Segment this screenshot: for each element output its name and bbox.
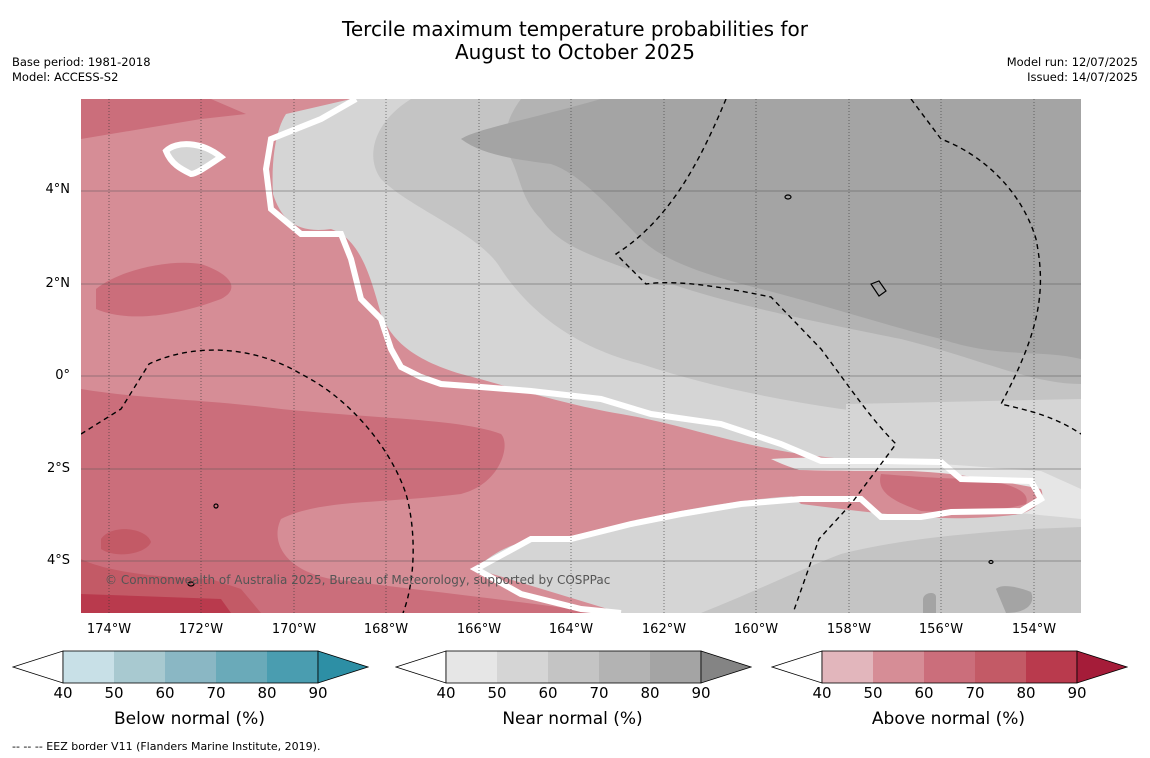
title-line-2: August to October 2025 [454,40,696,64]
region-above-60-mid [96,262,232,317]
colorbar-segment [975,651,1026,683]
colorbar-title: Near normal (%) [502,709,643,729]
region-above-60 [81,389,601,613]
meta-left: Base period: 1981-2018 Model: ACCESS-S2 [12,55,151,85]
map-title: Tercile maximum temperature probabilitie… [0,18,1150,64]
colorbar-tick-label: 40 [812,684,832,702]
colorbar [395,650,752,684]
lat-label: 4°S [46,553,70,568]
colorbar-tick-label: 70 [206,684,226,702]
colorbar-title: Above normal (%) [871,709,1026,729]
lat-label: 2°S [46,461,70,476]
colorbar-segment [446,651,497,683]
model-run: Model run: 12/07/2025 [1006,55,1138,69]
colorbar-segment [63,651,114,683]
lon-label: 174°W [86,622,132,637]
lon-label: 168°W [363,622,409,637]
colorbar-segment [267,651,318,683]
colorbar-segment [114,651,165,683]
lon-label: 170°W [271,622,317,637]
colorbar-segment [165,651,216,683]
colorbar-tick-label: 40 [436,684,456,702]
colorbar-segment [924,651,975,683]
region-near-80 [461,99,1081,359]
colorbar-tick-label: 80 [1016,684,1036,702]
colorbar-tick-label: 80 [257,684,277,702]
colorbar-over-triangle [1076,650,1128,684]
lon-label: 166°W [456,622,502,637]
lon-label: 164°W [548,622,594,637]
graticule [81,190,1081,562]
colorbar-segment [822,651,873,683]
colorbar-segment [650,651,701,683]
colorbar-tick-label: 70 [589,684,609,702]
colorbar-tick-label: 90 [691,684,711,702]
region-above-60-east [880,474,1027,513]
colorbar-over-triangle [317,650,369,684]
colorbar-tick-label: 50 [487,684,507,702]
eez-footnote: -- -- -- EEZ border V11 (Flanders Marine… [12,740,321,753]
region-near-80-south [996,586,1033,613]
lon-label: 158°W [826,622,872,637]
meta-right: Model run: 12/07/2025 Issued: 14/07/2025 [1007,55,1138,85]
lat-label: 2°N [45,276,71,291]
colorbar-tick-label: 60 [538,684,558,702]
colorbar-under-triangle [395,650,447,684]
base-period: Base period: 1981-2018 [12,55,151,69]
contour-40-boundary [262,99,1046,613]
colorbar-segment [1026,651,1077,683]
colorbar-tick-label: 60 [914,684,934,702]
copyright-notice: © Commonwealth of Australia 2025, Bureau… [105,573,610,587]
region-above-80 [81,594,231,613]
title-line-1: Tercile maximum temperature probabilitie… [342,17,808,41]
lon-label: 154°W [1011,622,1057,637]
lat-label: 4°N [45,182,71,197]
colorbar-tick-label: 80 [640,684,660,702]
colorbar-segment [599,651,650,683]
colorbar-under-triangle [771,650,823,684]
colorbar-segment [548,651,599,683]
lon-label: 160°W [733,622,779,637]
colorbar-segment [497,651,548,683]
colorbar [771,650,1128,684]
colorbar-segment [873,651,924,683]
colorbar-tick-label: 50 [863,684,883,702]
colorbar-over-triangle [700,650,752,684]
colorbar-under-triangle [12,650,64,684]
region-near-80-patch [923,593,936,613]
eez-borders [81,99,1081,613]
region-near-60-south [701,527,1081,613]
islands [187,194,994,587]
colorbar-tick-label: 70 [965,684,985,702]
lon-label: 172°W [178,622,224,637]
colorbar-tick-label: 40 [53,684,73,702]
lon-label: 156°W [918,622,964,637]
colorbar-tick-label: 60 [155,684,175,702]
colorbar-segment [216,651,267,683]
colorbar-tick-label: 50 [104,684,124,702]
colorbar [12,650,369,684]
colorbar-title: Below normal (%) [114,709,265,729]
model-name: Model: ACCESS-S2 [12,70,119,84]
colorbar-tick-label: 90 [1067,684,1087,702]
contour-40-island [162,141,227,178]
region-above-70-blob [101,529,151,555]
region-above-60-north [81,99,246,139]
probability-map: © Commonwealth of Australia 2025, Bureau… [81,99,1081,613]
lat-label: 0° [55,368,70,383]
issued-date: Issued: 14/07/2025 [1027,70,1138,84]
colorbar-tick-label: 90 [308,684,328,702]
lon-label: 162°W [641,622,687,637]
